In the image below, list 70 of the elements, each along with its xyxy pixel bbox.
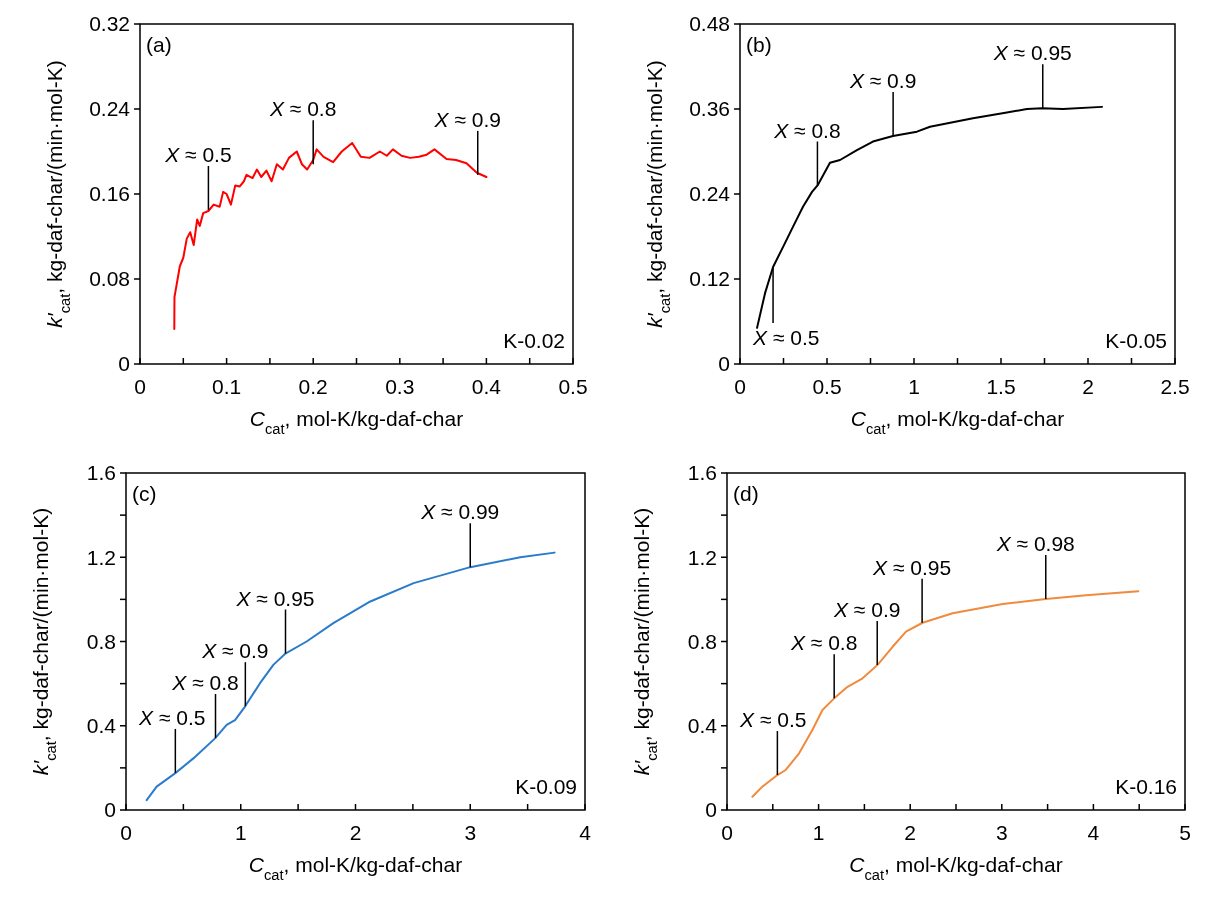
x-tick-label: 0.2 bbox=[298, 375, 328, 398]
x-tick-label: 0.5 bbox=[812, 375, 842, 398]
x-tick-label: 0.5 bbox=[558, 375, 588, 398]
y-tick-label: 0.36 bbox=[689, 97, 730, 121]
x-tick-label: 1 bbox=[908, 375, 920, 398]
x-tick-label: 0.4 bbox=[471, 375, 502, 398]
x-tick-label: 1 bbox=[234, 821, 247, 844]
annotation: K-0.16 bbox=[1115, 775, 1177, 798]
x-tick-label: 0 bbox=[134, 375, 146, 398]
x-tick-label: 4 bbox=[579, 821, 592, 844]
x-tick-label: 3 bbox=[995, 821, 1008, 844]
x-tick-label: 0 bbox=[734, 375, 746, 398]
y-tick-label: 0 bbox=[118, 352, 130, 376]
y-tick-label: 0.4 bbox=[687, 714, 718, 738]
x-tick-label: 2 bbox=[904, 821, 917, 844]
annotation: (d) bbox=[733, 482, 759, 505]
x-tick-label: 1.5 bbox=[986, 375, 1016, 398]
y-tick-label: 1.2 bbox=[86, 545, 116, 569]
x-axis-title: C$_{cat}$, mol-K/kg-daf-char bbox=[249, 407, 464, 437]
y-tick-label: 1.6 bbox=[86, 461, 116, 485]
annotation: X ≈ 0.99 bbox=[420, 500, 500, 524]
annotation: X ≈ 0.5 bbox=[739, 708, 807, 732]
y-tick-label: 0.24 bbox=[689, 182, 731, 206]
annotation: X ≈ 0.5 bbox=[752, 325, 820, 349]
y-tick-label: 0.8 bbox=[687, 629, 717, 653]
annotation: (c) bbox=[132, 482, 157, 505]
y-tick-label: 0.12 bbox=[689, 267, 730, 291]
annotation: X ≈ 0.9 bbox=[833, 597, 901, 621]
y-tick-label: 1.6 bbox=[687, 461, 717, 485]
x-tick-label: 2 bbox=[349, 821, 362, 844]
annotation: X ≈ 0.9 bbox=[848, 68, 917, 92]
y-tick-label: 1.2 bbox=[687, 545, 717, 569]
annotation: X ≈ 0.8 bbox=[171, 670, 239, 694]
y-tick-label: 0 bbox=[718, 352, 730, 376]
y-tick-label: 0.48 bbox=[689, 12, 730, 36]
x-tick-label: 2 bbox=[1082, 375, 1094, 398]
x-tick-label: 4 bbox=[1087, 821, 1100, 844]
x-tick-label: 0.3 bbox=[385, 375, 415, 398]
y-tick-label: 0.16 bbox=[89, 182, 130, 206]
y-tick-label: 0.8 bbox=[86, 629, 116, 653]
y-tick-label: 0 bbox=[104, 798, 116, 822]
annotation: X ≈ 0.98 bbox=[995, 531, 1075, 555]
x-axis-title: C$_{cat}$, mol-K/kg-daf-char bbox=[849, 853, 1063, 883]
y-tick-label: 0.08 bbox=[89, 267, 130, 291]
annotation: X ≈ 0.8 bbox=[789, 631, 858, 655]
annotation: X ≈ 0.9 bbox=[433, 107, 501, 131]
annotation: K-0.02 bbox=[503, 329, 565, 352]
annotation: K-0.05 bbox=[1105, 329, 1167, 352]
annotation: K-0.09 bbox=[515, 775, 577, 798]
annotation: X ≈ 0.95 bbox=[872, 555, 952, 579]
annotation: X ≈ 0.5 bbox=[164, 142, 232, 166]
y-tick-label: 0.4 bbox=[86, 714, 117, 738]
annotation: X ≈ 0.95 bbox=[235, 586, 315, 610]
x-tick-label: 2.5 bbox=[1160, 375, 1190, 398]
y-tick-label: 0.32 bbox=[89, 12, 130, 36]
x-tick-label: 3 bbox=[464, 821, 477, 844]
annotation: X ≈ 0.8 bbox=[269, 97, 337, 121]
annotation: (a) bbox=[146, 33, 172, 56]
annotation: X ≈ 0.95 bbox=[992, 41, 1072, 65]
x-axis-title: C$_{cat}$, mol-K/kg-daf-char bbox=[248, 853, 463, 883]
annotation: X ≈ 0.8 bbox=[773, 118, 841, 142]
annotation: X ≈ 0.9 bbox=[201, 639, 269, 663]
annotation: X ≈ 0.5 bbox=[138, 705, 206, 729]
annotation: (b) bbox=[746, 33, 772, 56]
y-tick-label: 0 bbox=[705, 798, 717, 822]
x-tick-label: 5 bbox=[1179, 821, 1191, 844]
x-tick-label: 0.1 bbox=[212, 375, 242, 398]
x-axis-title: C$_{cat}$, mol-K/kg-daf-char bbox=[850, 407, 1065, 437]
x-tick-label: 1 bbox=[812, 821, 825, 844]
y-tick-label: 0.24 bbox=[89, 97, 131, 121]
